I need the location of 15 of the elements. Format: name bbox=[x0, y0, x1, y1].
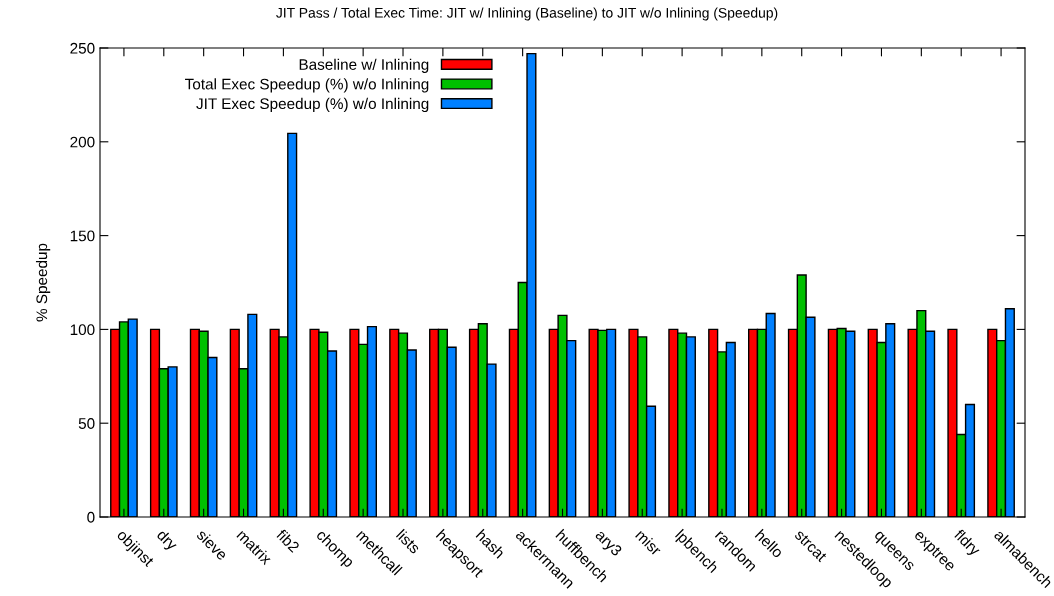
x-tick-label: dry bbox=[154, 528, 179, 554]
y-tick-label: 50 bbox=[78, 418, 95, 429]
y-tick-label: 250 bbox=[70, 42, 95, 54]
y-tick-label: 0 bbox=[87, 511, 95, 523]
x-tick-label: fib2 bbox=[275, 528, 301, 553]
y-tick-label: 150 bbox=[70, 230, 95, 242]
legend-label: Baseline w/ Inlining bbox=[299, 58, 429, 73]
chart-title: JIT Pass / Total Exec Time: JIT w/ Inlining (Baseline) to JIT w/o Inlining (Speedup) bbox=[276, 7, 778, 21]
legend-label: JIT Exec Speedup (%) w/o Inlining bbox=[196, 97, 429, 113]
legend-label: Total Exec Speedup (%) w/o Inlining bbox=[185, 78, 429, 93]
y-tick-label: 100 bbox=[70, 324, 95, 336]
y-tick-label: 200 bbox=[70, 136, 95, 148]
y-axis-title: % Speedup bbox=[35, 243, 51, 322]
x-tick-label: misr bbox=[635, 528, 663, 557]
x-tick-label: fldry bbox=[951, 528, 982, 559]
